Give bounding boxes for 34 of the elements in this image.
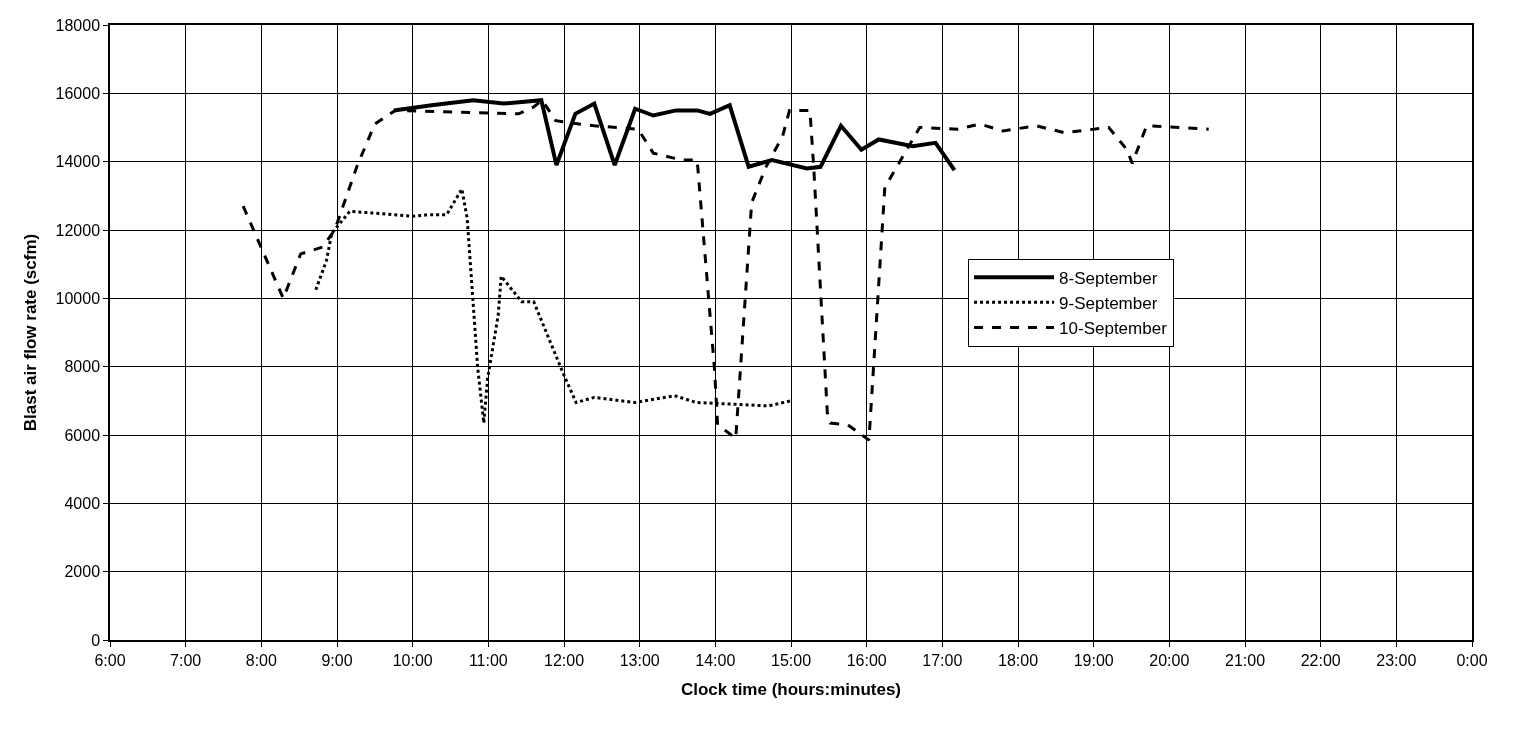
y-tick-label: 6000 (64, 426, 101, 444)
x-tick-label: 7:00 (170, 651, 202, 669)
x-tick-label: 10:00 (392, 651, 433, 669)
x-tick-label: 13:00 (619, 651, 660, 669)
y-tick-label: 4000 (64, 494, 101, 512)
x-tick-label: 16:00 (846, 651, 887, 669)
y-tick-label: 2000 (64, 563, 101, 581)
legend-label: 9-September (1059, 293, 1158, 313)
x-tick-label: 17:00 (922, 651, 963, 669)
legend-label: 10-September (1059, 319, 1168, 339)
x-tick-label: 11:00 (468, 651, 508, 669)
x-tick-label: 14:00 (695, 651, 736, 669)
y-tick-label: 12000 (55, 221, 101, 239)
x-tick-label: 18:00 (997, 651, 1039, 669)
x-tick-label: 22:00 (1300, 651, 1341, 669)
y-tick-label: 18000 (55, 16, 101, 34)
x-tick-label: 9:00 (321, 651, 353, 669)
x-tick-label: 0:00 (1456, 651, 1488, 669)
legend-label: 8-September (1059, 268, 1158, 288)
y-tick-label: 16000 (55, 84, 101, 102)
y-axis-title: Blast air flow rate (scfm) (20, 233, 40, 432)
y-tick-label: 8000 (64, 358, 101, 376)
y-tick-label: 14000 (55, 153, 101, 171)
x-tick-label: 15:00 (770, 651, 812, 669)
x-axis-title: Clock time (hours:minutes) (680, 679, 902, 699)
x-tick-label: 6:00 (94, 651, 126, 669)
y-tick-label: 0 (91, 631, 101, 649)
x-tick-label: 8:00 (245, 651, 277, 669)
x-tick-label: 23:00 (1376, 651, 1417, 669)
x-tick-label: 19:00 (1073, 651, 1114, 669)
y-tick-label: 10000 (55, 289, 101, 307)
x-tick-label: 20:00 (1149, 651, 1190, 669)
x-tick-label: 21:00 (1224, 651, 1266, 669)
x-tick-label: 12:00 (543, 651, 585, 669)
